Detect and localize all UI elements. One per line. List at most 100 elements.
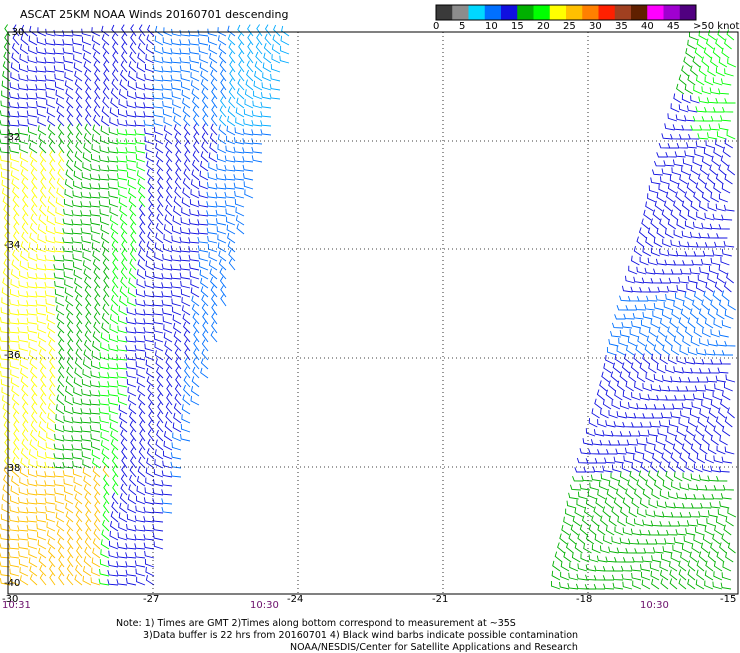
wind-barb (209, 133, 218, 145)
wind-barb (100, 549, 110, 559)
wind-barb (684, 251, 696, 257)
wind-barb (659, 318, 669, 329)
wind-barb (246, 69, 254, 82)
wind-barb (10, 269, 20, 280)
wind-barb (676, 356, 686, 365)
wind-barb (40, 186, 47, 199)
wind-barb (0, 138, 11, 145)
wind-barb (621, 573, 633, 581)
wind-barb (72, 190, 83, 199)
wind-barb (89, 209, 101, 217)
wind-barb (44, 38, 56, 46)
wind-barb (695, 425, 704, 437)
wind-barb (233, 182, 245, 190)
wind-barb (56, 178, 65, 190)
wind-barb (8, 543, 20, 550)
wind-barb (254, 61, 263, 73)
wind-barb (162, 37, 173, 46)
wind-barb (233, 146, 245, 154)
wind-barb (46, 215, 56, 226)
wind-barb (22, 402, 29, 415)
wind-barb (35, 489, 47, 496)
wind-barb (163, 440, 173, 451)
wind-barb (692, 221, 703, 230)
wind-barb (716, 273, 725, 284)
wind-barb (82, 369, 92, 379)
wind-barb (611, 400, 621, 410)
wind-barb (39, 573, 47, 586)
wind-barb (17, 335, 29, 343)
colorbar-label: 20 (537, 21, 550, 32)
wind-barb (146, 169, 155, 181)
wind-barb (136, 170, 146, 181)
wind-barb (45, 235, 56, 244)
wind-barb (687, 275, 698, 284)
wind-barb (621, 463, 631, 473)
wind-barb (569, 562, 579, 572)
wind-barb (719, 359, 731, 365)
wind-barb (125, 146, 137, 154)
wind-barb (217, 35, 227, 46)
wind-barb (119, 79, 128, 91)
wind-barb (701, 116, 713, 122)
wind-barb (172, 107, 182, 118)
lon-label-24: -24 (287, 594, 304, 605)
wind-barb (174, 177, 182, 190)
wind-barb (674, 395, 686, 401)
wind-barb (678, 418, 688, 428)
wind-barb (646, 335, 655, 347)
wind-barb (236, 88, 245, 100)
wind-barb (724, 68, 734, 77)
wind-barb (28, 242, 38, 253)
wind-barb (596, 555, 608, 563)
wind-barb (673, 200, 681, 212)
wind-barb (12, 402, 20, 415)
wind-barb (138, 249, 146, 262)
wind-barb (20, 34, 29, 46)
wind-barb (1, 297, 11, 307)
wind-barb (560, 561, 570, 572)
wind-barb (85, 510, 92, 523)
wind-barb (684, 326, 693, 338)
wind-barb (163, 125, 173, 136)
wind-barb (619, 401, 630, 410)
wind-barb (605, 556, 617, 563)
wind-barb (269, 83, 281, 91)
wind-barb (712, 107, 725, 113)
wind-barb (650, 177, 661, 185)
wind-barb (671, 167, 681, 176)
wind-barb (667, 183, 677, 194)
wind-barb (62, 444, 74, 451)
wind-barb (199, 54, 209, 64)
wind-barb (71, 416, 83, 424)
wind-barb (721, 183, 731, 194)
wind-barb (726, 272, 734, 284)
wind-barb (17, 102, 29, 109)
wind-barb (180, 73, 191, 82)
wind-barb (572, 515, 581, 527)
wind-barb (39, 195, 47, 208)
wind-barb (200, 79, 209, 91)
wind-barb (676, 83, 685, 95)
time-label-left: 10:31 (2, 600, 31, 611)
wind-barb (701, 400, 711, 410)
wind-barb (710, 542, 718, 554)
wind-barb (170, 245, 182, 253)
wind-barb (26, 291, 38, 298)
wind-barb (19, 575, 29, 586)
wind-barb (46, 306, 56, 316)
wind-barb (170, 264, 182, 271)
wind-barb (92, 538, 101, 550)
wind-barb (145, 54, 155, 64)
wind-barb (701, 56, 710, 68)
wind-barb (577, 491, 588, 500)
wind-barb (698, 511, 709, 518)
wind-barb (647, 193, 656, 203)
wind-barb (147, 177, 155, 190)
wind-barb (700, 258, 712, 266)
wind-barb (53, 471, 65, 478)
wind-barb (107, 353, 119, 361)
wind-barb (1, 287, 11, 298)
wind-barb (11, 394, 20, 406)
wind-barb (62, 453, 74, 460)
